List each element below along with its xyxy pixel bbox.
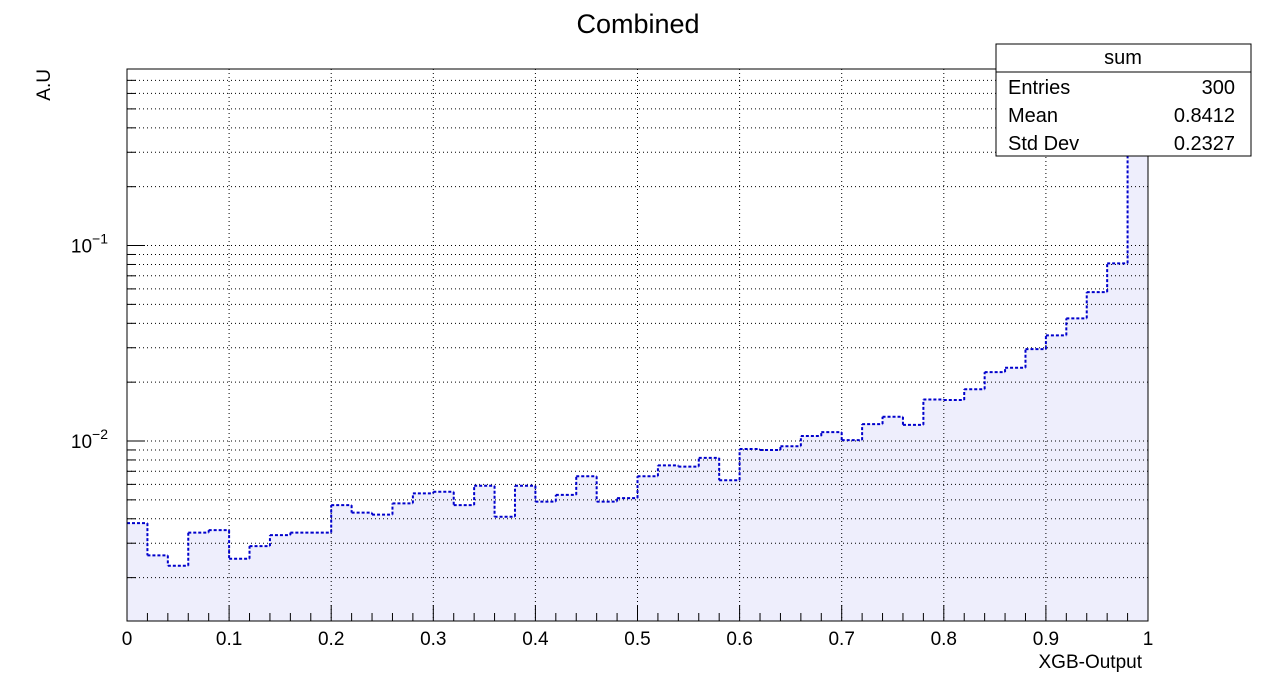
histogram-bin-fill (657, 465, 679, 621)
x-tick-label: 0.5 (624, 629, 650, 650)
histogram-bin-fill (127, 523, 148, 621)
x-tick-label: 0 (122, 629, 133, 650)
chart-title: Combined (576, 9, 699, 39)
histogram-bin-fill (514, 485, 536, 621)
histogram-bin-fill (719, 480, 740, 621)
histogram-line-layer (127, 116, 1148, 567)
y-axis-title: A.U (34, 69, 55, 101)
histogram-bin-fill (984, 372, 1006, 621)
x-tick-label: 0.6 (726, 629, 752, 650)
x-tick-label: 0.2 (318, 629, 344, 650)
histogram-bin-fill (1066, 318, 1088, 621)
histogram-bin-fill (535, 501, 557, 621)
histogram-bin-fill (1127, 117, 1149, 621)
histogram-bin-fill (555, 494, 577, 621)
histogram-bin-fill (208, 530, 230, 621)
y-tick-label: 10−1 (71, 231, 108, 258)
histogram-bin-fill (372, 514, 393, 621)
histogram-bin-fill (1005, 367, 1026, 621)
x-tick-label: 0.4 (522, 629, 549, 650)
histogram-bin-fill (474, 485, 495, 621)
histogram-bin-fill (698, 457, 720, 621)
x-axis-title: XGB-Output (1039, 652, 1143, 673)
stats-box-frame (995, 43, 1252, 157)
histogram-bin-fill (310, 532, 332, 621)
histogram-bin-fill (249, 546, 271, 621)
histogram-bin-fill (453, 505, 475, 621)
grid-layer (127, 69, 1148, 621)
histogram-bin-fill (821, 432, 842, 621)
x-tick-label: 0.8 (931, 629, 957, 650)
histogram-bin-fill (229, 558, 250, 621)
histogram-fill-layer (127, 117, 1149, 621)
histogram-bin-fill (576, 476, 597, 621)
histogram-bin-fill (617, 498, 638, 621)
stats-mean-value: 0.8412 (1174, 105, 1235, 127)
plot-area (126, 68, 1149, 622)
y-axis: 10−1 10−2 (71, 79, 145, 579)
stats-entries-value: 300 (1202, 77, 1235, 99)
histogram-bin-fill (188, 532, 209, 621)
histogram-bin-fill (739, 449, 761, 621)
histogram-bin-fill (841, 440, 863, 621)
histogram-bin-fill (760, 449, 781, 621)
histogram-bin-fill (596, 501, 618, 621)
histogram-bin-fill (412, 493, 434, 621)
histogram-bin-fill (351, 512, 373, 621)
stats-stddev-value: 0.2327 (1174, 133, 1235, 155)
histogram-bin-fill (964, 389, 985, 621)
x-tick-label: 0.7 (828, 629, 854, 650)
histogram-bin-fill (1025, 349, 1047, 621)
histogram-bin-fill (780, 446, 802, 621)
stats-mean-label: Mean (1008, 105, 1058, 127)
stats-stddev-label: Std Dev (1008, 133, 1079, 155)
histogram-bin-fill (1045, 335, 1067, 621)
histogram-bin-fill (862, 424, 883, 621)
y-tick-label: 10−2 (71, 426, 108, 453)
histogram-bin-fill (637, 476, 659, 621)
histogram-bin-fill (269, 535, 291, 621)
x-tick-label: 1 (1143, 629, 1154, 650)
histogram-bin-fill (923, 399, 945, 621)
x-tick-label: 0.1 (216, 629, 242, 650)
histogram-bin-fill (800, 436, 822, 621)
histogram-bin-fill (902, 424, 924, 621)
histogram-bin-fill (494, 516, 516, 621)
histogram-bin-fill (290, 532, 312, 621)
stats-box-title: sum (1104, 47, 1142, 69)
stats-box: sum Entries 300 Mean 0.8412 Std Dev 0.23… (995, 43, 1252, 157)
histogram-bin-fill (331, 505, 352, 621)
histogram-bin-fill (943, 400, 965, 621)
histogram-bin-fill (678, 466, 700, 621)
x-tick-label: 0.3 (420, 629, 446, 650)
histogram-bin-fill (167, 565, 189, 621)
histogram-bin-fill (1086, 292, 1108, 621)
stats-entries-label: Entries (1008, 77, 1070, 99)
histogram-bin-fill (433, 491, 455, 621)
histogram-bin-fill (882, 416, 904, 621)
histogram-bin-fill (392, 503, 414, 621)
histogram-bin-fill (1107, 263, 1128, 621)
x-axis: 0 0.1 0.2 0.3 0.4 0.5 0.6 0.7 0.8 0.9 1 (122, 605, 1154, 650)
x-tick-label: 0.9 (1033, 629, 1059, 650)
histogram-bin-fill (147, 555, 169, 621)
